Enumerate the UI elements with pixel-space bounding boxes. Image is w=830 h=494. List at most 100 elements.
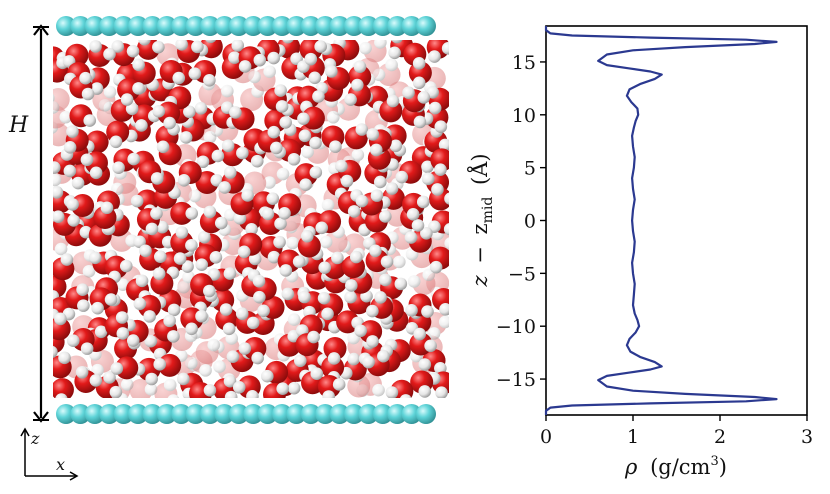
height-arrow: [33, 24, 49, 423]
water-molecule: [188, 59, 217, 87]
water-molecule: [238, 46, 267, 73]
wall-atom: [344, 404, 364, 424]
x-tick-label: 1: [627, 426, 639, 448]
wall-atom: [387, 404, 408, 424]
water-molecule: [335, 159, 362, 188]
wall-atom: [257, 404, 278, 424]
water-molecule: [62, 43, 89, 68]
wall-atom: [416, 404, 436, 424]
water-molecule: [106, 120, 130, 149]
water-molecule: [104, 255, 133, 284]
y-tick-label: 0: [524, 211, 536, 233]
wall-atom: [99, 16, 120, 36]
x-axis-label: ρ (g/cm3): [624, 454, 727, 479]
wall-atom: [416, 16, 436, 36]
wall-atom: [401, 404, 422, 424]
water-molecule: [372, 58, 401, 87]
water-molecule: [325, 65, 350, 90]
y-ticks: −15 −10 −5 0 5 10 15: [496, 52, 546, 391]
water-molecule: [104, 311, 130, 340]
water-molecule: [180, 307, 208, 336]
water-molecule: [139, 244, 167, 271]
water-molecule: [261, 161, 290, 189]
water-molecule: [129, 378, 158, 398]
water-molecule: [297, 106, 325, 130]
wall-atom: [344, 16, 364, 36]
water-molecule: [410, 370, 434, 398]
water-molecule: [196, 141, 225, 169]
water-molecule: [110, 356, 139, 380]
water-molecule: [117, 78, 145, 106]
wall-atom: [300, 16, 321, 36]
water-molecule: [53, 312, 71, 341]
height-label: H: [8, 113, 29, 138]
wall-atom: [228, 16, 249, 36]
water-molecule: [257, 296, 285, 320]
y-tick-label: −10: [496, 316, 536, 338]
wall-atom: [128, 404, 148, 424]
water-molecule: [80, 151, 108, 180]
water-molecule: [385, 379, 414, 398]
wall-atom: [358, 16, 379, 36]
water-molecule: [213, 374, 238, 398]
water-molecule: [273, 138, 302, 166]
water-molecule: [69, 104, 97, 128]
water-molecule: [170, 226, 198, 255]
wall-atom: [243, 16, 264, 36]
water-molecule: [170, 201, 199, 225]
water-molecule: [89, 287, 118, 315]
water-molecule: [295, 330, 320, 357]
wall-atom: [228, 404, 249, 424]
wall-atom: [315, 16, 336, 36]
x-tick-label: 0: [540, 426, 552, 448]
water-molecule: [354, 320, 383, 348]
water-molecule: [427, 371, 449, 398]
density-line: [544, 26, 778, 415]
water-molecule: [152, 101, 181, 130]
water-molecule: [278, 193, 302, 220]
wall-atom: [286, 404, 307, 424]
water-molecule: [237, 232, 263, 259]
wall-atom: [214, 16, 235, 36]
water-molecule: [252, 274, 277, 304]
wall-atom: [142, 404, 163, 424]
water-molecule: [395, 160, 423, 184]
water-molecule: [153, 353, 182, 377]
wall-atom: [185, 404, 206, 424]
water-molecule: [156, 140, 182, 166]
water-molecule: [132, 58, 156, 85]
water-molecule: [428, 210, 449, 236]
wall-atom: [200, 16, 220, 36]
wall-atom: [70, 404, 91, 424]
water-molecule: [53, 210, 80, 236]
wall-atom: [272, 404, 292, 424]
wall-atom: [272, 16, 292, 36]
wall-atom: [156, 404, 177, 424]
water-molecule: [63, 125, 89, 154]
wall-atom: [372, 404, 393, 424]
wall-atom: [70, 16, 91, 36]
water-molecule: [355, 189, 384, 216]
water-molecule: [409, 327, 437, 356]
water-molecule: [53, 351, 72, 379]
wall-atom: [171, 16, 192, 36]
wall-atom: [329, 16, 350, 36]
water-molecule: [154, 314, 180, 343]
water-molecule: [379, 94, 403, 123]
x-tick-label: 3: [801, 426, 813, 448]
bottom-wall: [56, 404, 436, 424]
wall-atom: [84, 16, 105, 36]
wall-atom: [315, 404, 336, 424]
water-molecule: [261, 360, 289, 384]
water-molecule: [207, 267, 237, 292]
water-molecule: [232, 375, 261, 398]
water-molecule: [323, 336, 347, 365]
water-molecule: [432, 288, 449, 316]
axis-triad: [20, 427, 79, 481]
wall-atom: [200, 404, 220, 424]
water-molecule: [93, 201, 117, 230]
water-molecule: [138, 160, 164, 185]
axis-x-label: x: [56, 455, 65, 474]
water-molecule: [344, 123, 369, 150]
water-molecule: [263, 84, 289, 113]
